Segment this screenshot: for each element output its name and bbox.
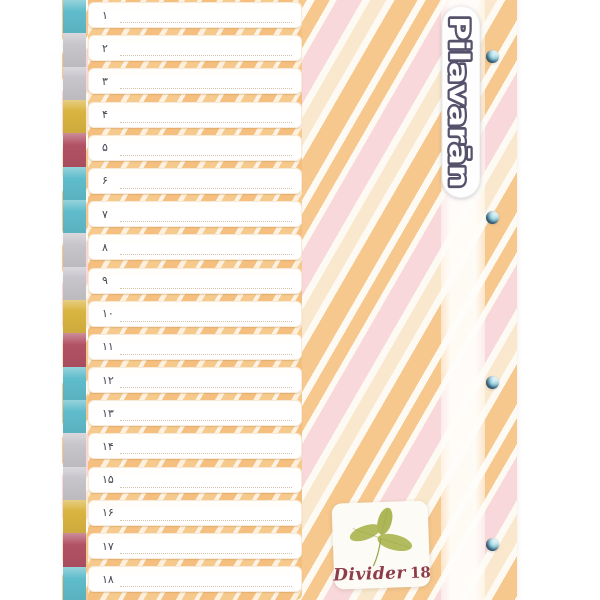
index-row-writing-line [120,40,292,57]
tab-color-segment [63,0,86,34]
index-row: ۱۲ [88,367,302,394]
tab-color-segment [63,199,86,234]
index-row: ۱۶ [88,499,302,526]
eyelet-grommet [486,538,499,551]
brand-logo-svg: Pilavarān [442,14,476,191]
index-row-writing-line [120,505,292,521]
index-row-number: ۹ [102,274,108,287]
eyelet-grommet [486,376,499,389]
index-row-writing-line [120,538,292,555]
divider-sheet: ۱ ۲ ۳ ۴ ۵ ۶ ۷ ۸ ۹ ۱۰ ۱۱ ۱۲ ۱۳ ۱۴ [62,0,517,600]
tab-color-segment [63,33,86,67]
index-row: ۱۷ [88,533,302,559]
index-row-writing-line [120,306,292,322]
index-row-number: ۱۳ [102,406,114,420]
brand-logo-text: Pilavarān [443,16,474,188]
index-row-writing-line [120,107,292,123]
index-row-number: ۱۶ [102,506,114,520]
index-row: ۹ [88,267,302,294]
index-row: ۸ [88,234,302,261]
label-title: Divider [332,563,407,586]
index-row: ۱۱ [88,333,302,360]
tab-color-segment [63,266,86,300]
index-row-writing-line [120,239,292,256]
index-row-number: ۶ [102,174,108,188]
index-row: ۱۰ [88,300,302,327]
brand-logo: Pilavarān [442,6,480,198]
tab-color-segment [63,99,86,134]
index-row-number: ۱۴ [102,439,114,453]
index-row: ۳ [88,68,302,95]
index-row-number: ۵ [102,141,108,155]
index-row-number: ۳ [102,74,108,88]
tab-color-segment [63,433,86,467]
index-row: ۷ [88,201,302,228]
index-row: ۱۵ [88,466,302,493]
tab-color-segment [63,66,86,100]
index-row: ۶ [88,167,302,194]
tab-color-segment [63,466,86,500]
index-row-writing-line [120,405,292,422]
tab-edge-strip [63,0,86,600]
index-row-writing-line [120,472,292,488]
index-row-writing-line [120,73,292,90]
leaf-icon [349,507,413,567]
index-row-number: ۱۵ [102,473,114,487]
index-row-writing-line [120,206,292,223]
tab-color-segment [63,499,86,534]
index-row-writing-line [120,173,292,189]
product-label: Divider 18 [331,500,432,590]
index-row: ۱۸ [88,566,302,593]
index-row-number: ۷ [102,207,108,221]
index-row-number: ۱۸ [102,572,114,586]
index-row-writing-line [120,438,292,455]
index-row-number: ۱ [102,8,108,22]
tab-color-segment [63,566,86,600]
tab-color-segment [63,366,86,400]
index-row: ۵ [88,134,302,161]
index-row-number: ۲ [102,41,108,55]
index-row-number: ۱۲ [102,373,114,387]
index-row-writing-line [120,339,292,355]
index-row: ۱۳ [88,400,302,427]
tab-color-segment [63,399,86,434]
index-row-writing-line [120,571,292,588]
index-row-writing-line [120,272,292,289]
tab-color-segment [63,533,86,567]
index-row-number: ۸ [102,240,108,254]
eyelet-grommet [486,50,499,63]
eyelet-grommet [486,211,499,224]
index-row-number: ۱۷ [102,539,114,553]
tab-color-segment [63,233,86,267]
label-count: 18 [409,563,432,583]
index-row: ۱ [88,2,302,28]
tab-color-segment [63,133,86,167]
index-row: ۱۴ [88,433,302,460]
tab-color-segment [63,299,86,334]
index-row-writing-line [120,140,292,156]
index-row-writing-line [120,372,292,389]
tab-color-segment [63,166,86,200]
index-rows: ۱ ۲ ۳ ۴ ۵ ۶ ۷ ۸ ۹ ۱۰ ۱۱ ۱۲ ۱۳ ۱۴ [88,0,302,600]
index-row: ۴ [88,101,302,128]
index-row: ۲ [88,35,302,62]
index-row-writing-line [120,7,292,24]
index-row-number: ۴ [102,108,108,122]
product-label-text: Divider 18 [332,562,432,586]
index-row-number: ۱۰ [102,307,114,321]
tab-color-segment [63,333,86,367]
index-row-number: ۱۱ [102,340,114,354]
